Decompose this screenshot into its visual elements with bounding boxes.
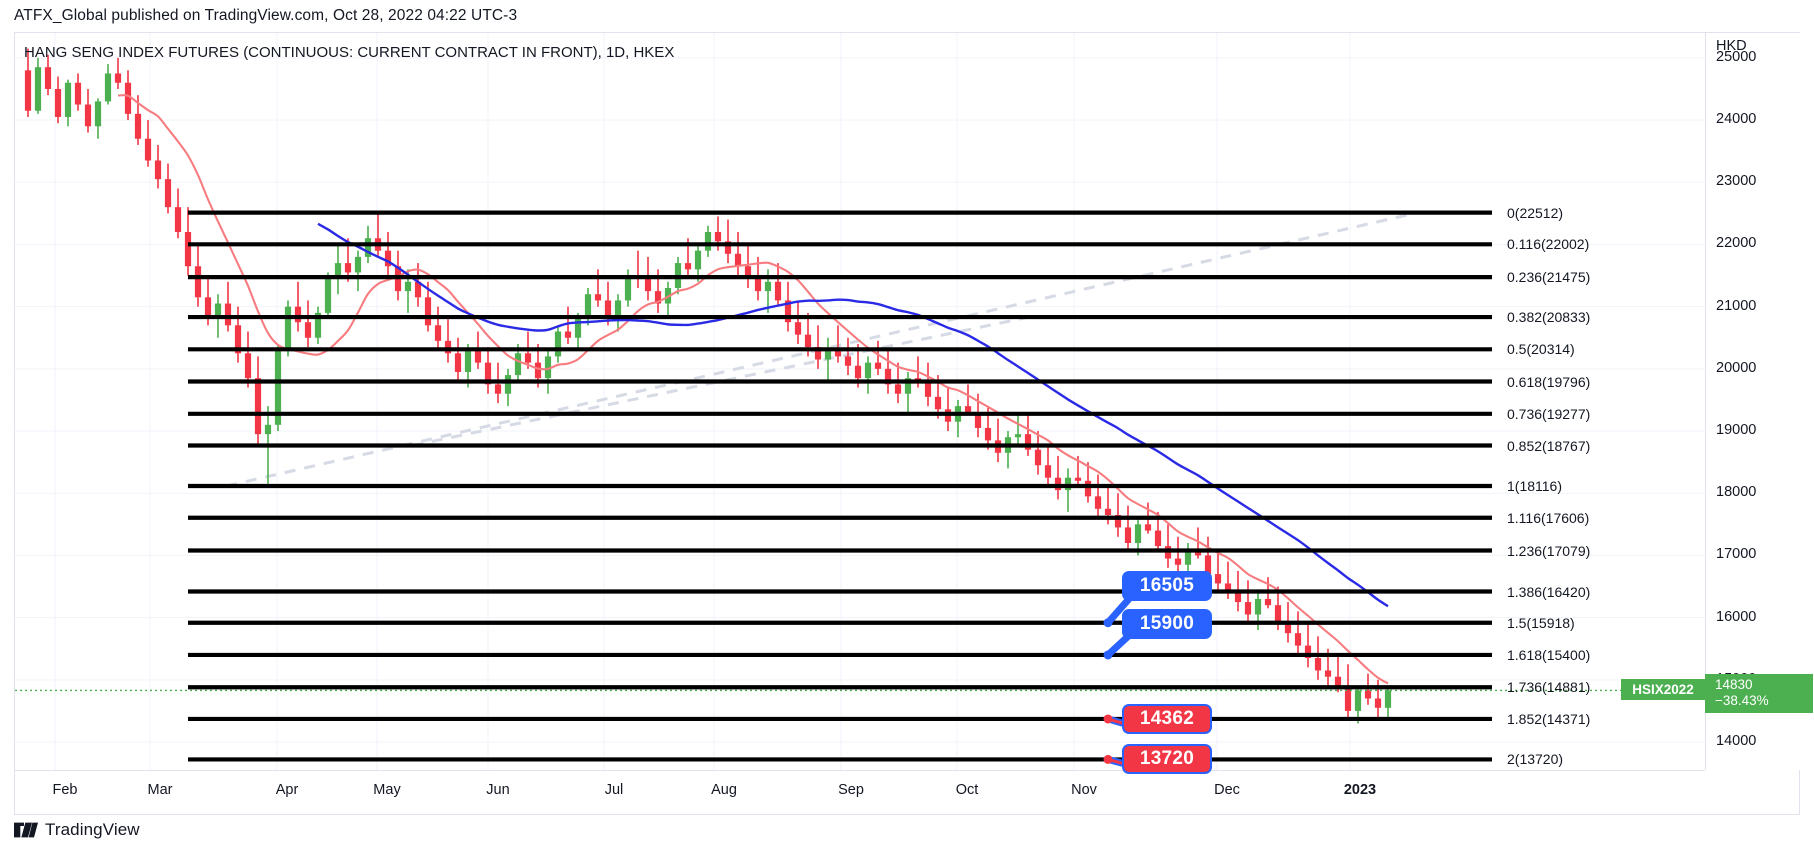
time-axis-tick: Apr bbox=[275, 782, 299, 798]
price-callout[interactable]: 14362 bbox=[1122, 704, 1212, 735]
time-axis[interactable]: Feb Mar Apr May Jun Jul Aug Sep Oct Nov Dec 2023 bbox=[15, 770, 1705, 814]
fib-level-label: 0.618(19796) bbox=[1507, 373, 1591, 390]
footer: TradingView bbox=[14, 820, 140, 840]
fib-level-label: 1.236(17079) bbox=[1507, 542, 1591, 559]
price-callout[interactable]: 15900 bbox=[1122, 608, 1212, 639]
price-axis-tick: 17000 bbox=[1716, 546, 1757, 563]
fib-level-label: 1.116(17606) bbox=[1507, 509, 1590, 526]
attribution-text: ATFX_Global published on TradingView.com… bbox=[14, 7, 518, 24]
price-axis-tick: 21000 bbox=[1716, 297, 1757, 314]
price-axis-tick: 19000 bbox=[1716, 422, 1757, 439]
fib-level-label: 1.386(16420) bbox=[1507, 583, 1591, 600]
last-price-symbol-badge: HSIX2022 bbox=[1621, 679, 1705, 701]
price-axis-tick: 14000 bbox=[1716, 733, 1757, 749]
fib-level-label: 0(22512) bbox=[1507, 204, 1564, 221]
price-axis-tick: 23000 bbox=[1716, 173, 1757, 190]
time-axis-tick: Oct bbox=[955, 782, 979, 798]
fib-level-label: 0.382(20833) bbox=[1507, 309, 1591, 326]
chart-plot-area[interactable] bbox=[15, 33, 1705, 770]
time-axis-tick: Jun bbox=[486, 782, 510, 798]
fib-level-label: 1.5(15918) bbox=[1507, 614, 1575, 631]
time-axis-tick: Feb bbox=[52, 782, 78, 798]
fib-level-label: 1.618(15400) bbox=[1507, 646, 1591, 663]
price-callout[interactable]: 16505 bbox=[1122, 571, 1212, 602]
tradingview-logo-icon bbox=[14, 822, 38, 838]
currency-label: HKD bbox=[1716, 38, 1747, 54]
fib-level-label: 0.5(20314) bbox=[1507, 341, 1575, 358]
fib-level-label: 1.852(14371) bbox=[1507, 710, 1591, 727]
fib-level-label: 0.116(22002) bbox=[1507, 236, 1590, 253]
price-axis[interactable]: HKD 25000 24000 23000 22000 21000 20000 19000 1… bbox=[1705, 33, 1813, 770]
price-axis-tick: 24000 bbox=[1716, 111, 1757, 128]
time-axis-tick: Sep bbox=[838, 782, 864, 798]
fib-level-label: 0.852(18767) bbox=[1507, 437, 1591, 454]
price-callout[interactable]: 13720 bbox=[1122, 744, 1212, 775]
chart-canvas bbox=[15, 33, 1705, 770]
last-price-badge: 14830 −38.43% bbox=[1705, 674, 1813, 714]
fib-level-label: 0.736(19277) bbox=[1507, 405, 1591, 422]
tradingview-wordmark: TradingView bbox=[45, 820, 140, 839]
price-axis-tick: 25000 bbox=[1716, 48, 1757, 65]
time-axis-tick: May bbox=[373, 782, 401, 798]
fib-level-label: 1(18116) bbox=[1507, 478, 1563, 495]
time-axis-tick: Jul bbox=[604, 782, 624, 798]
time-axis-tick: Dec bbox=[1214, 782, 1240, 798]
symbol-title: HANG SENG INDEX FUTURES (CONTINUOUS: CUR… bbox=[24, 44, 675, 61]
time-axis-tick: Mar bbox=[147, 782, 173, 798]
last-price-change: −38.43% bbox=[1715, 693, 1769, 709]
price-axis-tick: 16000 bbox=[1716, 608, 1757, 625]
time-axis-tick: Nov bbox=[1071, 782, 1097, 798]
price-axis-tick: 18000 bbox=[1716, 484, 1757, 501]
fib-level-label: 1.736(14881) bbox=[1507, 679, 1591, 696]
price-axis-tick: 22000 bbox=[1716, 235, 1757, 252]
last-price-value: 14830 bbox=[1715, 677, 1753, 693]
fib-level-label: 0.236(21475) bbox=[1507, 269, 1591, 286]
time-axis-tick: 2023 bbox=[1343, 782, 1377, 798]
time-axis-tick: Aug bbox=[711, 782, 737, 798]
price-axis-tick: 20000 bbox=[1716, 359, 1757, 376]
fib-level-label: 2(13720) bbox=[1507, 751, 1564, 768]
chart-frame bbox=[14, 32, 1800, 815]
